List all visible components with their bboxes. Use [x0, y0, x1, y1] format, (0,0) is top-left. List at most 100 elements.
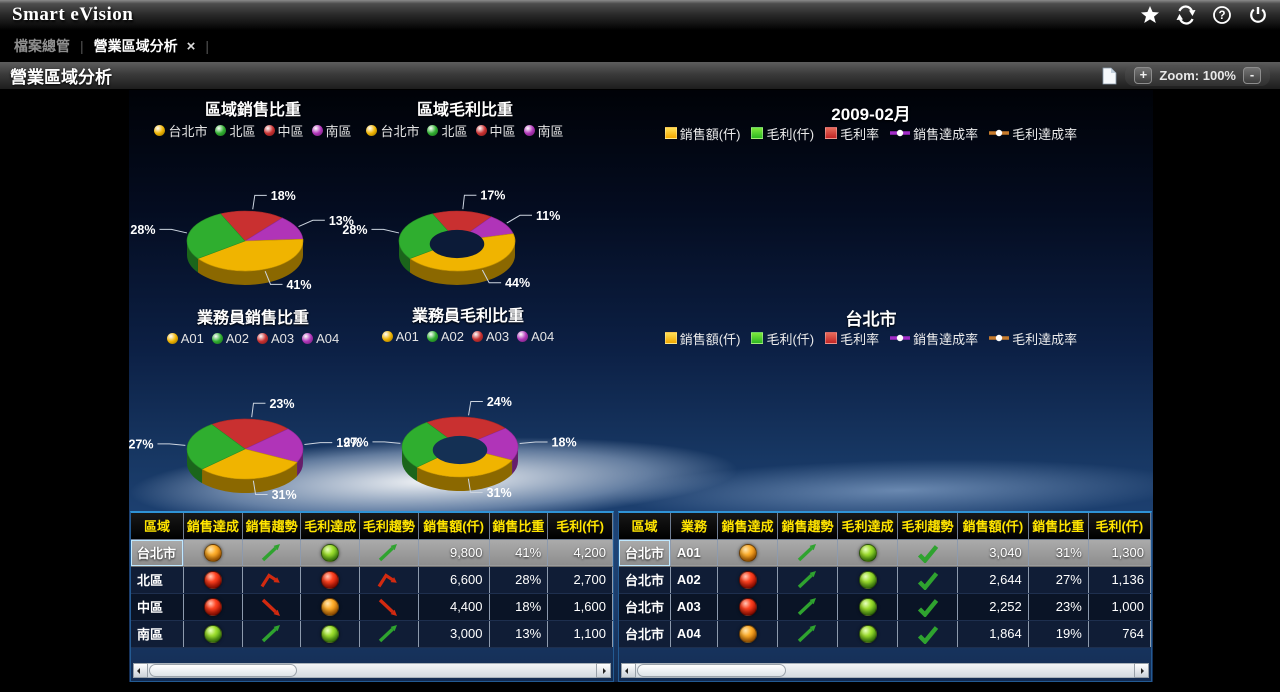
cell-text: A03	[670, 593, 719, 621]
column-header[interactable]: 銷售趨勢	[242, 513, 302, 540]
scrollbar-thumb[interactable]	[637, 664, 787, 677]
region-table-panel: 區域 銷售達成 銷售趨勢 毛利達成 毛利趨勢 銷售額(仟) 銷售比重 毛利(仟) 台北市 9,80…	[130, 511, 614, 682]
column-header[interactable]: 區域	[131, 513, 185, 540]
legend-item: A02	[426, 329, 464, 344]
cell-trend	[359, 566, 419, 594]
pie-slice[interactable]	[398, 213, 458, 259]
pie-slice[interactable]	[219, 210, 283, 242]
pie-slice[interactable]	[401, 422, 461, 468]
legend-dot-icon	[211, 332, 223, 344]
document-icon[interactable]	[1102, 67, 1117, 85]
dashboard: 區域銷售比重 台北市 北區 中區 南區 18% 13% 41% 28% 區域毛利比重 台北市…	[129, 90, 1153, 682]
column-header[interactable]: 業務	[670, 513, 719, 540]
tab-close-icon[interactable]: ×	[186, 37, 196, 55]
cell-trend	[777, 620, 839, 648]
column-header[interactable]: 銷售比重	[489, 513, 549, 540]
pie-title: 區域銷售比重	[204, 102, 301, 119]
tab-bar: 檔案總管 | 營業區域分析 × |	[0, 30, 1280, 62]
refresh-icon[interactable]	[1176, 5, 1196, 25]
column-header[interactable]: 銷售比重	[1028, 513, 1089, 540]
zoom-level-label: Zoom: 100%	[1159, 68, 1236, 83]
zoom-in-button[interactable]: +	[1134, 67, 1153, 84]
legend-item: 10,0008,0006,0004,0002,0000150%122%94%66…	[890, 124, 978, 143]
trend-up-green-icon	[797, 543, 816, 561]
tab-sales-region-analysis[interactable]: 營業區域分析 ×	[94, 36, 196, 56]
table-row[interactable]: 台北市 A03 2,252 23% 1,000	[619, 593, 1152, 621]
cell-status	[183, 539, 243, 567]
status-light-orange	[321, 597, 340, 616]
cell-text: 北區	[131, 566, 185, 594]
status-light-red	[203, 597, 222, 616]
column-header[interactable]: 銷售額(仟)	[418, 513, 490, 540]
h-scrollbar[interactable]	[133, 663, 611, 678]
power-icon[interactable]	[1248, 5, 1268, 25]
legend-item: A02	[211, 331, 249, 346]
table-row[interactable]: 中區 4,400 18% 1,600	[131, 593, 613, 621]
trend-up-green-icon	[378, 543, 397, 561]
table-row[interactable]: 台北市 9,800 41% 4,200	[131, 539, 613, 567]
column-header[interactable]: 區域	[619, 513, 671, 540]
legend-item: 毛利率	[825, 329, 879, 348]
scroll-right-button[interactable]	[1134, 663, 1149, 678]
combo-chart-taipei: 台北市 銷售額(仟) 毛利(仟) 毛利率 4,0003,0002,0001,00001…	[589, 302, 1153, 507]
cell-value: 1,100	[547, 620, 613, 648]
table-row[interactable]: 台北市 A01 3,040 31% 1,300	[619, 539, 1152, 567]
legend-square-icon	[825, 127, 838, 139]
pie-slice[interactable]	[459, 427, 519, 461]
pie-label: 28%	[130, 223, 155, 237]
pie-slice[interactable]	[426, 416, 506, 448]
column-header[interactable]: 銷售達成	[717, 513, 779, 540]
legend-dot-icon	[311, 124, 323, 136]
column-header[interactable]: 毛利(仟)	[547, 513, 613, 540]
cell-value: 4,400	[418, 593, 490, 621]
pie-legend: 台北市 北區 中區 南區	[129, 120, 385, 140]
pie-panel-salesperson-profit: 業務員毛利比重 A01 A02 A03 A04 24% 18% 31% 27%	[336, 302, 600, 512]
column-header[interactable]: 毛利趨勢	[359, 513, 419, 540]
column-header[interactable]: 毛利達成	[837, 513, 899, 540]
pie-slice[interactable]	[244, 428, 304, 463]
column-header[interactable]: 毛利達成	[300, 513, 361, 540]
column-header[interactable]: 銷售趨勢	[777, 513, 839, 540]
zoom-out-button[interactable]: -	[1243, 67, 1261, 84]
cell-value: 1,136	[1088, 566, 1152, 594]
scrollbar-track[interactable]	[148, 663, 596, 678]
scrollbar-track[interactable]	[636, 663, 1134, 678]
pie-slice[interactable]	[431, 210, 492, 242]
table-row[interactable]: 南區 3,000 13% 1,100	[131, 620, 613, 648]
legend-item: A01	[166, 331, 204, 346]
salesperson-kpi-table: 區域 業務 銷售達成 銷售趨勢 毛利達成 毛利趨勢 銷售額(仟) 銷售比重 毛利(仟) 台北市 A0…	[619, 513, 1152, 648]
pie-slice[interactable]	[211, 418, 289, 450]
column-header[interactable]: 銷售達成	[183, 513, 243, 540]
table-row[interactable]: 台北市 A02 2,644 27% 1,136	[619, 566, 1152, 594]
cell-status	[183, 620, 243, 648]
column-header[interactable]: 毛利趨勢	[897, 513, 959, 540]
scroll-left-button[interactable]	[621, 663, 636, 678]
app-title: Smart eVision	[12, 4, 134, 25]
scroll-left-button[interactable]	[133, 663, 148, 678]
pie-chart: 18% 13% 41% 28%	[130, 189, 353, 292]
column-header[interactable]: 毛利(仟)	[1088, 513, 1152, 540]
cell-trend	[242, 593, 302, 621]
cell-text: 台北市	[619, 566, 671, 594]
favorite-star-icon[interactable]	[1140, 5, 1160, 25]
h-scrollbar[interactable]	[621, 663, 1149, 678]
help-icon[interactable]: ?	[1212, 5, 1232, 25]
table-row[interactable]: 台北市 A04 1,864 19% 764	[619, 620, 1152, 648]
legend-item: A03	[257, 331, 294, 346]
pie-slice[interactable]	[186, 424, 246, 470]
pie-slice[interactable]	[201, 448, 298, 480]
pie-slice[interactable]	[186, 213, 246, 259]
cell-trend	[242, 620, 302, 648]
column-header[interactable]: 銷售額(仟)	[957, 513, 1029, 540]
cell-value: 4,200	[547, 539, 613, 567]
scrollbar-thumb[interactable]	[149, 664, 297, 677]
scroll-right-button[interactable]	[596, 663, 611, 678]
tab-file-explorer[interactable]: 檔案總管	[14, 38, 70, 54]
legend-square-icon	[664, 127, 677, 139]
table-row[interactable]: 北區 6,600 28% 2,700	[131, 566, 613, 594]
cell-value: 13%	[489, 620, 549, 648]
status-light-green	[858, 624, 877, 643]
cell-value: 3,000	[418, 620, 490, 648]
pie-slice[interactable]	[197, 238, 304, 272]
pie-chart: 23% 19% 31% 27%	[129, 397, 361, 502]
